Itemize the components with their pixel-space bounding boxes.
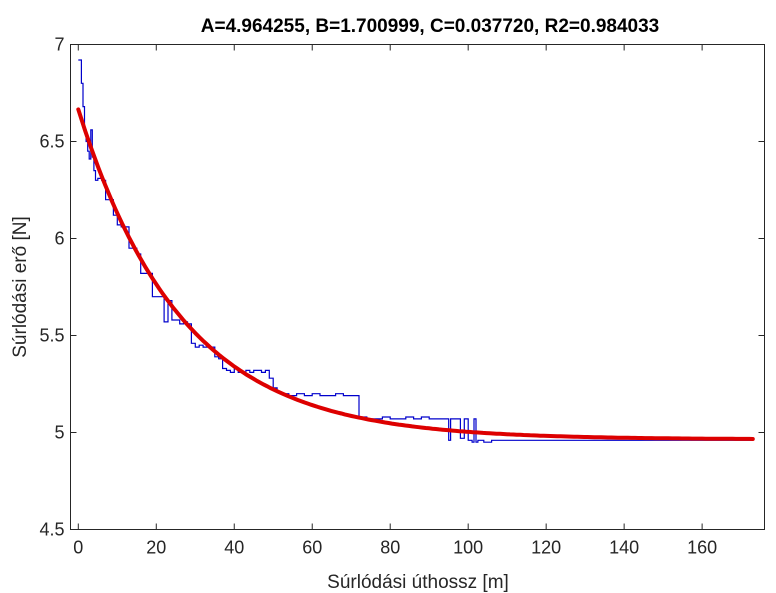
x-tick-label: 120 [531,538,561,558]
y-tick-label: 5.5 [39,326,64,346]
y-axis: 4.5 5 5.5 6 6.5 7 [39,35,765,540]
chart-title: A=4.964255, B=1.700999, C=0.037720, R2=0… [201,16,660,37]
fit-curve [76,107,755,441]
x-tick-label: 140 [609,538,639,558]
y-tick-label: 6.5 [39,132,64,152]
x-tick-label: 60 [302,538,322,558]
x-tick-label: 80 [380,538,400,558]
x-axis: 0 20 40 60 80 100 120 140 160 [73,44,717,558]
x-axis-label: Súrlódási úthossz [m] [327,572,509,593]
y-tick-label: 4.5 [39,520,64,540]
x-tick-label: 100 [453,538,483,558]
x-tick-label: 0 [73,538,83,558]
x-tick-label: 20 [146,538,166,558]
x-tick-label: 160 [687,538,717,558]
x-tick-label: 40 [224,538,244,558]
plot-area [70,44,765,530]
y-tick-label: 7 [54,35,64,55]
measured-series-line [78,59,753,443]
y-axis-label: Súrlódási erő [N] [10,216,31,358]
y-tick-label: 5 [54,423,64,443]
y-tick-label: 6 [54,229,64,249]
